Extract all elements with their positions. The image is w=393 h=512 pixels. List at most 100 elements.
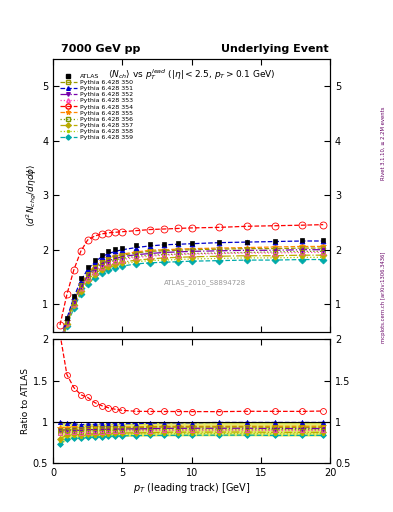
Pythia 6.428 357 — [217, 253, 222, 260]
Pythia 6.428 359 — [113, 265, 118, 271]
Pythia 6.428 353 — [321, 249, 325, 255]
Pythia 6.428 356 — [120, 255, 125, 262]
Pythia 6.428 350 — [72, 298, 76, 305]
Pythia 6.428 352 — [321, 247, 325, 253]
Pythia 6.428 352 — [99, 261, 104, 267]
Pythia 6.428 355 — [300, 243, 305, 249]
ATLAS — [189, 240, 194, 246]
Pythia 6.428 353 — [272, 250, 277, 256]
Pythia 6.428 355 — [162, 247, 166, 253]
Pythia 6.428 355 — [85, 270, 90, 276]
Pythia 6.428 353 — [85, 275, 90, 281]
Text: Underlying Event: Underlying Event — [220, 44, 328, 54]
Pythia 6.428 353 — [99, 264, 104, 270]
Pythia 6.428 354 — [189, 225, 194, 231]
Pythia 6.428 351 — [64, 315, 69, 322]
ATLAS — [79, 275, 83, 281]
Pythia 6.428 357 — [113, 261, 118, 267]
Pythia 6.428 350 — [106, 256, 111, 262]
Pythia 6.428 352 — [148, 250, 152, 257]
Pythia 6.428 351 — [162, 242, 166, 248]
Pythia 6.428 355 — [106, 255, 111, 261]
Pythia 6.428 352 — [272, 247, 277, 253]
ATLAS — [134, 242, 139, 248]
Pythia 6.428 356 — [72, 300, 76, 306]
Pythia 6.428 354 — [106, 230, 111, 236]
Pythia 6.428 354 — [99, 231, 104, 237]
Pythia 6.428 354 — [162, 226, 166, 232]
Pythia 6.428 355 — [244, 244, 250, 250]
Pythia 6.428 353 — [175, 251, 180, 258]
Pythia 6.428 357 — [148, 256, 152, 262]
Pythia 6.428 352 — [113, 255, 118, 262]
Pythia 6.428 356 — [92, 267, 97, 273]
Pythia 6.428 358 — [120, 261, 125, 267]
Y-axis label: Ratio to ATLAS: Ratio to ATLAS — [21, 369, 30, 434]
Pythia 6.428 353 — [120, 257, 125, 263]
Pythia 6.428 357 — [189, 254, 194, 260]
Pythia 6.428 359 — [189, 258, 194, 264]
Pythia 6.428 353 — [244, 250, 250, 256]
Pythia 6.428 351 — [217, 240, 222, 246]
Pythia 6.428 355 — [321, 243, 325, 249]
Pythia 6.428 359 — [120, 263, 125, 269]
Pythia 6.428 356 — [162, 251, 166, 258]
Pythia 6.428 358 — [58, 343, 62, 349]
Pythia 6.428 353 — [148, 253, 152, 260]
Pythia 6.428 358 — [92, 273, 97, 279]
Line: ATLAS: ATLAS — [57, 238, 326, 345]
Pythia 6.428 359 — [217, 258, 222, 264]
Pythia 6.428 354 — [272, 223, 277, 229]
Pythia 6.428 357 — [64, 322, 69, 328]
Pythia 6.428 357 — [106, 263, 111, 269]
Pythia 6.428 356 — [272, 249, 277, 255]
Text: Rivet 3.1.10, ≥ 2.2M events: Rivet 3.1.10, ≥ 2.2M events — [381, 106, 386, 180]
Pythia 6.428 355 — [175, 246, 180, 252]
Pythia 6.428 353 — [113, 258, 118, 264]
Pythia 6.428 355 — [92, 263, 97, 269]
Pythia 6.428 351 — [321, 238, 325, 244]
Pythia 6.428 357 — [321, 252, 325, 258]
Pythia 6.428 359 — [85, 281, 90, 287]
Pythia 6.428 359 — [272, 257, 277, 263]
Pythia 6.428 356 — [79, 284, 83, 290]
Pythia 6.428 352 — [64, 318, 69, 325]
Pythia 6.428 351 — [58, 339, 62, 346]
Pythia 6.428 354 — [85, 237, 90, 243]
Pythia 6.428 358 — [106, 265, 111, 271]
Pythia 6.428 354 — [120, 229, 125, 235]
Pythia 6.428 357 — [175, 254, 180, 261]
Pythia 6.428 350 — [175, 247, 180, 253]
Pythia 6.428 355 — [120, 251, 125, 257]
Pythia 6.428 357 — [244, 252, 250, 259]
ATLAS — [120, 244, 125, 250]
ATLAS — [72, 293, 76, 299]
ATLAS — [272, 238, 277, 244]
Pythia 6.428 352 — [120, 254, 125, 260]
Pythia 6.428 351 — [148, 243, 152, 249]
ATLAS — [99, 251, 104, 258]
Pythia 6.428 356 — [217, 250, 222, 256]
Pythia 6.428 355 — [113, 252, 118, 259]
Pythia 6.428 350 — [244, 246, 250, 252]
Line: Pythia 6.428 358: Pythia 6.428 358 — [57, 254, 326, 349]
Pythia 6.428 357 — [272, 252, 277, 259]
Pythia 6.428 359 — [72, 305, 76, 311]
Pythia 6.428 354 — [134, 227, 139, 233]
Pythia 6.428 350 — [92, 264, 97, 270]
Pythia 6.428 357 — [85, 277, 90, 283]
Pythia 6.428 358 — [244, 255, 250, 261]
Pythia 6.428 358 — [300, 254, 305, 261]
X-axis label: $p_T$ (leading track) [GeV]: $p_T$ (leading track) [GeV] — [133, 481, 250, 495]
Pythia 6.428 357 — [134, 257, 139, 263]
Pythia 6.428 354 — [300, 222, 305, 228]
Pythia 6.428 354 — [64, 291, 69, 297]
Pythia 6.428 354 — [175, 225, 180, 231]
Pythia 6.428 358 — [134, 259, 139, 265]
Pythia 6.428 358 — [99, 268, 104, 274]
Line: Pythia 6.428 351: Pythia 6.428 351 — [57, 239, 326, 345]
ATLAS — [217, 239, 222, 245]
Pythia 6.428 350 — [64, 318, 69, 325]
Line: Pythia 6.428 352: Pythia 6.428 352 — [57, 247, 326, 347]
Pythia 6.428 356 — [175, 251, 180, 257]
